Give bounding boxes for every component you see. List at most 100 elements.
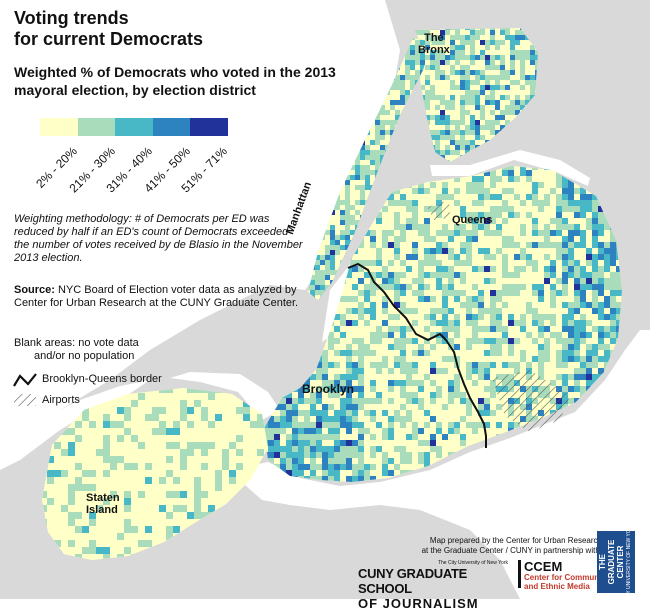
election-district-cell bbox=[376, 260, 382, 266]
election-district-cell bbox=[455, 35, 460, 40]
election-district-cell bbox=[568, 260, 574, 266]
election-district-cell bbox=[472, 308, 478, 314]
election-district-cell bbox=[370, 260, 376, 266]
election-district-cell bbox=[370, 272, 376, 278]
election-district-cell bbox=[550, 290, 556, 296]
election-district-cell bbox=[340, 180, 345, 185]
election-district-cell bbox=[418, 410, 424, 416]
election-district-cell bbox=[445, 105, 450, 110]
election-district-cell bbox=[465, 135, 470, 140]
election-district-cell bbox=[515, 90, 520, 95]
election-district-cell bbox=[592, 278, 598, 284]
election-district-cell bbox=[472, 422, 478, 428]
election-district-cell bbox=[360, 145, 365, 150]
election-district-cell bbox=[365, 180, 370, 185]
election-district-cell bbox=[592, 308, 598, 314]
election-district-cell bbox=[495, 130, 500, 135]
election-district-cell bbox=[406, 296, 412, 302]
election-district-cell bbox=[316, 398, 322, 404]
election-district-cell bbox=[365, 70, 370, 75]
election-district-cell bbox=[380, 150, 385, 155]
election-district-cell bbox=[455, 120, 460, 125]
election-district-cell bbox=[586, 314, 592, 320]
election-district-cell bbox=[340, 240, 345, 245]
election-district-cell bbox=[466, 338, 472, 344]
election-district-cell bbox=[330, 245, 335, 250]
election-district-cell bbox=[345, 215, 350, 220]
election-district-cell bbox=[550, 356, 556, 362]
election-district-cell bbox=[580, 338, 586, 344]
election-district-cell bbox=[568, 200, 574, 206]
election-district-cell bbox=[412, 404, 418, 410]
election-district-cell bbox=[364, 404, 370, 410]
election-district-cell bbox=[315, 270, 320, 275]
election-district-cell bbox=[520, 70, 525, 75]
election-district-cell bbox=[394, 278, 400, 284]
election-district-cell bbox=[442, 230, 448, 236]
election-district-cell bbox=[598, 344, 604, 350]
election-district-cell bbox=[328, 350, 334, 356]
election-district-cell bbox=[424, 320, 430, 326]
election-district-cell bbox=[308, 255, 310, 260]
election-district-cell bbox=[385, 105, 390, 110]
election-district-cell bbox=[340, 428, 346, 434]
election-district-cell bbox=[388, 260, 394, 266]
election-district-cell bbox=[478, 326, 484, 332]
election-district-cell bbox=[310, 120, 315, 125]
election-district-cell bbox=[330, 130, 335, 135]
election-district-cell bbox=[310, 404, 316, 410]
election-district-cell bbox=[490, 224, 496, 230]
election-district-cell bbox=[360, 190, 365, 195]
election-district-cell bbox=[460, 45, 465, 50]
election-district-cell bbox=[308, 170, 310, 175]
election-district-cell bbox=[580, 320, 586, 326]
election-district-cell bbox=[586, 218, 592, 224]
election-district-cell bbox=[472, 248, 478, 254]
election-district-cell bbox=[345, 135, 350, 140]
election-district-cell bbox=[586, 194, 592, 200]
election-district-cell bbox=[350, 165, 355, 170]
election-district-cell bbox=[405, 95, 410, 100]
election-district-cell bbox=[328, 170, 334, 176]
election-district-cell bbox=[420, 60, 425, 65]
election-district-cell bbox=[466, 182, 472, 188]
election-district-cell bbox=[532, 236, 538, 242]
election-district-cell bbox=[430, 308, 436, 314]
election-district-cell bbox=[538, 338, 544, 344]
election-district-cell bbox=[550, 212, 556, 218]
election-district-cell bbox=[430, 386, 436, 392]
election-district-cell bbox=[448, 188, 454, 194]
election-district-cell bbox=[360, 100, 365, 105]
election-district-cell bbox=[500, 40, 505, 45]
election-district-cell bbox=[478, 350, 484, 356]
election-district-cell bbox=[465, 105, 470, 110]
election-district-cell bbox=[454, 350, 460, 356]
election-district-cell bbox=[340, 200, 345, 205]
election-district-cell bbox=[580, 266, 586, 272]
election-district-cell bbox=[470, 105, 475, 110]
election-district-cell bbox=[268, 422, 274, 428]
election-district-cell bbox=[355, 115, 360, 120]
election-district-cell bbox=[500, 65, 505, 70]
election-district-cell bbox=[365, 120, 370, 125]
election-district-cell bbox=[442, 302, 448, 308]
election-district-cell bbox=[436, 284, 442, 290]
election-district-cell bbox=[454, 182, 460, 188]
election-district-cell bbox=[325, 38, 330, 40]
election-district-cell bbox=[430, 218, 436, 224]
election-district-cell bbox=[604, 254, 610, 260]
election-district-cell bbox=[320, 180, 325, 185]
election-district-cell bbox=[365, 150, 370, 155]
election-district-cell bbox=[406, 230, 412, 236]
election-district-cell bbox=[550, 272, 556, 278]
election-district-cell bbox=[286, 416, 292, 422]
election-district-cell bbox=[420, 90, 425, 95]
election-district-cell bbox=[442, 404, 448, 410]
election-district-cell bbox=[406, 332, 412, 338]
election-district-cell bbox=[442, 254, 448, 260]
election-district-cell bbox=[340, 308, 346, 314]
election-district-cell bbox=[292, 416, 298, 422]
election-district-cell bbox=[286, 194, 292, 200]
election-district-cell bbox=[532, 356, 538, 362]
election-district-cell bbox=[315, 105, 320, 110]
